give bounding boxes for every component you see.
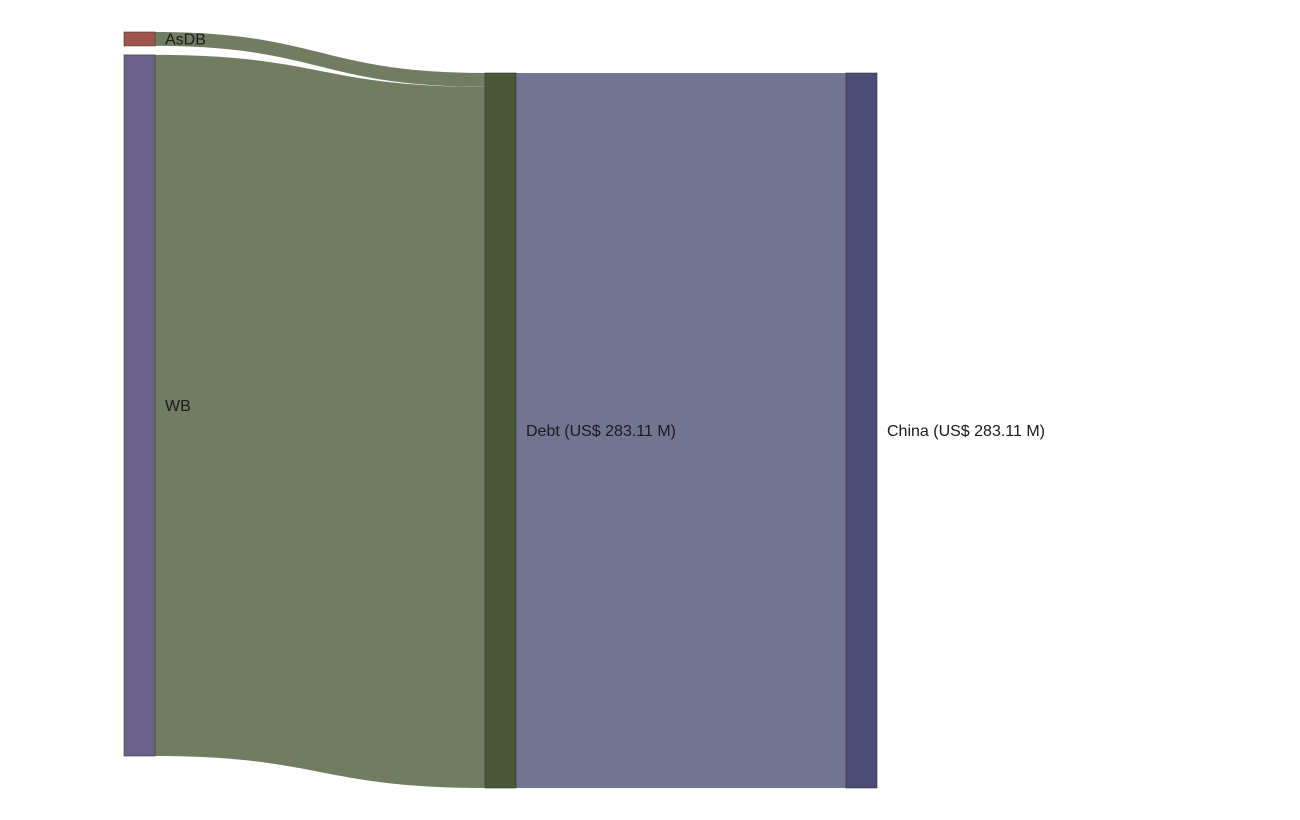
sankey-links [155, 32, 846, 788]
node-asdb[interactable] [123, 31, 156, 47]
node-debt[interactable] [484, 72, 517, 789]
node-label-debt: Debt (US$ 283.11 M) [526, 423, 676, 440]
link-wb-debt[interactable] [155, 54, 485, 788]
node-label-china: China (US$ 283.11 M) [887, 423, 1045, 440]
node-label-wb: WB [165, 398, 191, 415]
node-label-asdb: AsDB [165, 32, 206, 49]
node-china[interactable] [845, 72, 878, 789]
node-wb[interactable] [123, 54, 156, 757]
sankey-nodes: AsDB WB Debt (US$ 283.11 M) China (US$ 283.… [123, 31, 1045, 789]
link-asdb-debt[interactable] [155, 32, 485, 87]
link-debt-china[interactable] [516, 73, 846, 788]
